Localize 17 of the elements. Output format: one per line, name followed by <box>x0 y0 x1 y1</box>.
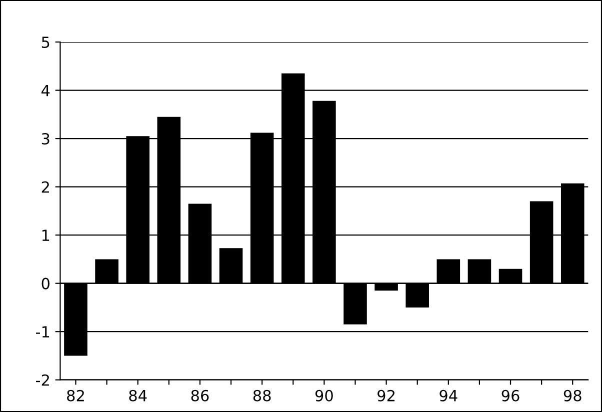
y-tick-label: 5 <box>42 36 50 48</box>
x-tick-label: 84 <box>129 390 147 402</box>
y-tick-label: 4 <box>42 84 50 96</box>
y-tick-label: 0 <box>42 278 50 290</box>
x-tick-label: 86 <box>191 390 209 402</box>
y-tick-label: -2 <box>36 374 49 386</box>
y-tick-label: 3 <box>42 133 50 145</box>
x-tick-label: 82 <box>67 390 84 402</box>
y-tick-label: 2 <box>42 181 49 193</box>
y-tick-label: 1 <box>42 230 50 241</box>
x-tick-label: 90 <box>315 390 333 402</box>
x-tick-label: 92 <box>378 390 394 402</box>
x-tick-label: 94 <box>440 390 458 402</box>
x-tick-label: 98 <box>564 390 582 402</box>
x-tick-label: 96 <box>502 390 520 402</box>
y-tick-label: -1 <box>36 326 50 338</box>
x-tick-label: 88 <box>253 390 271 402</box>
